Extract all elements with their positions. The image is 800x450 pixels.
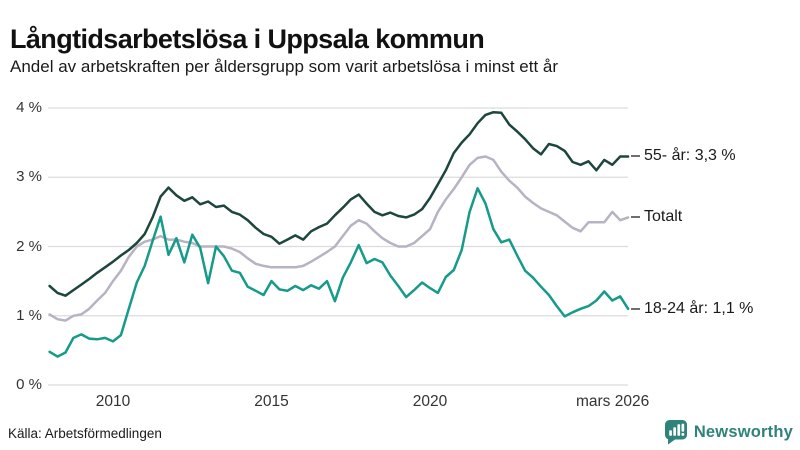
y-axis-tick-label: 2 % [16, 237, 42, 255]
x-axis-tick-label: 2020 [412, 393, 448, 410]
series-line-totalt [48, 155, 630, 322]
y-axis-tick-label: 4 % [16, 99, 42, 116]
chart-subtitle: Andel av arbetskraften per åldersgrupp s… [10, 57, 559, 76]
label-tick [631, 216, 640, 219]
series-end-label-text: 18-24 år: 1,1 % [644, 299, 754, 317]
series-end-label-18-24-ar: 18-24 år: 1,1 % [631, 299, 753, 319]
series-line-55-ar [48, 110, 630, 297]
series-end-label-55-ar: 55- år: 3,3 % [631, 146, 736, 166]
brand-name: Newsworthy [693, 422, 793, 441]
series-end-label-totalt: Totalt [631, 207, 682, 227]
page-title: Långtidsarbetslösa i Uppsala kommun [10, 24, 485, 55]
x-axis-tick-label: 2010 [95, 393, 131, 410]
y-axis-tick-label: 0 % [16, 376, 42, 393]
label-tick [631, 307, 640, 310]
series-end-label-text: Totalt [644, 208, 683, 226]
x-axis-tick-label: mars 2026 [575, 393, 650, 410]
y-axis-tick-label: 1 % [16, 306, 42, 324]
series-lines [48, 110, 630, 358]
newsworthy-logo: Newsworthy [664, 419, 793, 445]
newsworthy-icon [664, 420, 687, 445]
grid [48, 107, 628, 386]
y-axis-tick-label: 3 % [16, 168, 42, 186]
x-axis-tick-label: 2015 [254, 393, 289, 410]
label-tick [631, 155, 640, 158]
source-note: Källa: Arbetsförmedlingen [8, 426, 162, 441]
series-end-label-text: 55- år: 3,3 % [644, 147, 736, 165]
series-line-18-24-ar [48, 187, 630, 358]
